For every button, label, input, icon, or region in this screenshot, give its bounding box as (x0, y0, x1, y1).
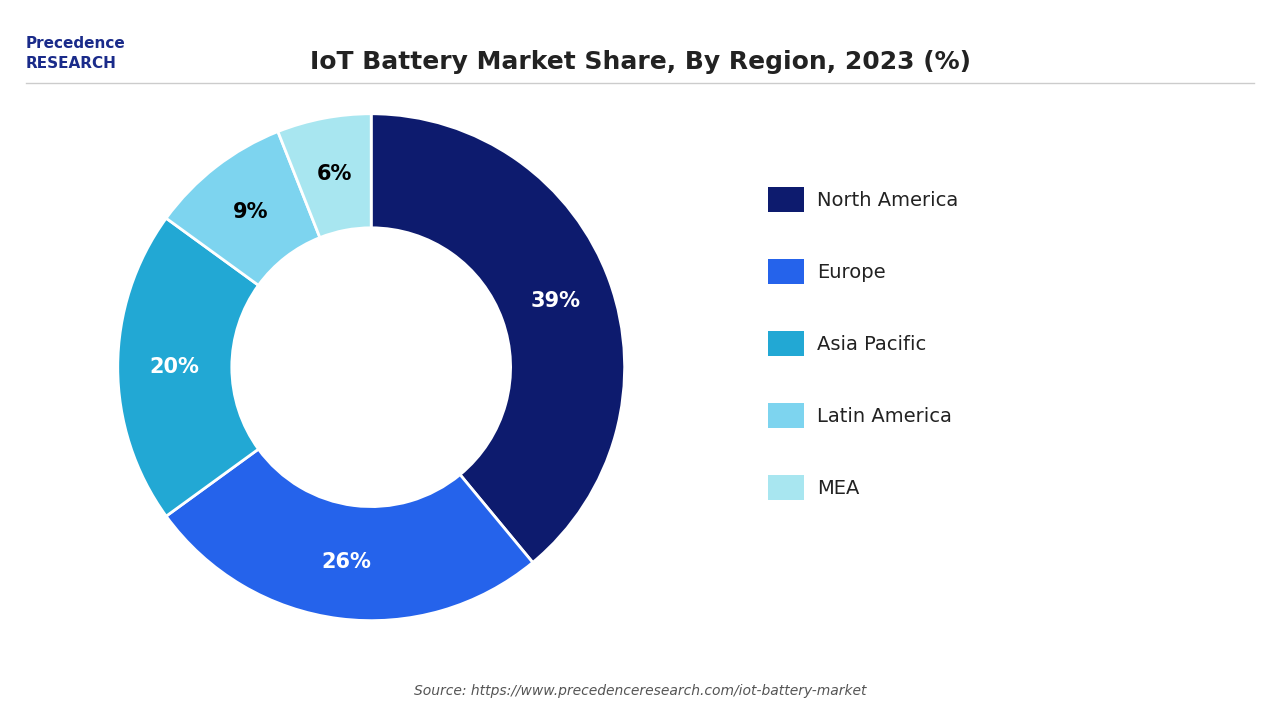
Text: Europe: Europe (817, 263, 886, 282)
Text: Precedence
RESEARCH: Precedence RESEARCH (26, 36, 125, 71)
Text: 6%: 6% (316, 164, 352, 184)
Text: IoT Battery Market Share, By Region, 2023 (%): IoT Battery Market Share, By Region, 202… (310, 50, 970, 74)
Text: MEA: MEA (817, 479, 859, 498)
Text: Asia Pacific: Asia Pacific (817, 335, 925, 354)
Wedge shape (166, 132, 320, 285)
Wedge shape (371, 114, 625, 562)
Wedge shape (166, 449, 532, 621)
Text: Source: https://www.precedenceresearch.com/iot-battery-market: Source: https://www.precedenceresearch.c… (413, 685, 867, 698)
Wedge shape (278, 114, 371, 238)
Text: 20%: 20% (150, 357, 200, 377)
Wedge shape (118, 218, 259, 516)
Text: 26%: 26% (321, 552, 371, 572)
Text: 9%: 9% (233, 202, 269, 222)
Text: Latin America: Latin America (817, 407, 951, 426)
Text: 39%: 39% (531, 291, 581, 310)
Text: North America: North America (817, 191, 957, 210)
